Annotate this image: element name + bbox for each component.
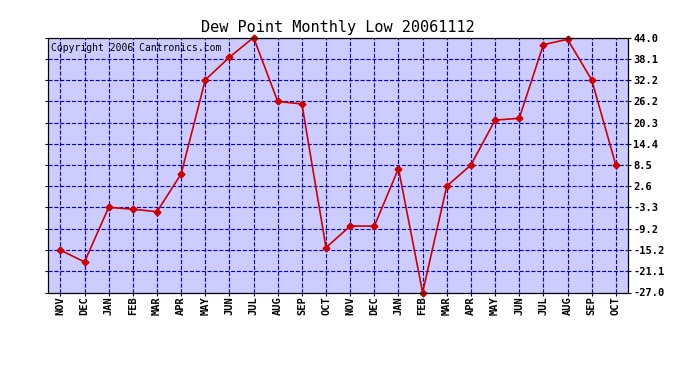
Text: Copyright 2006 Cantronics.com: Copyright 2006 Cantronics.com — [51, 43, 221, 52]
Title: Dew Point Monthly Low 20061112: Dew Point Monthly Low 20061112 — [201, 20, 475, 35]
